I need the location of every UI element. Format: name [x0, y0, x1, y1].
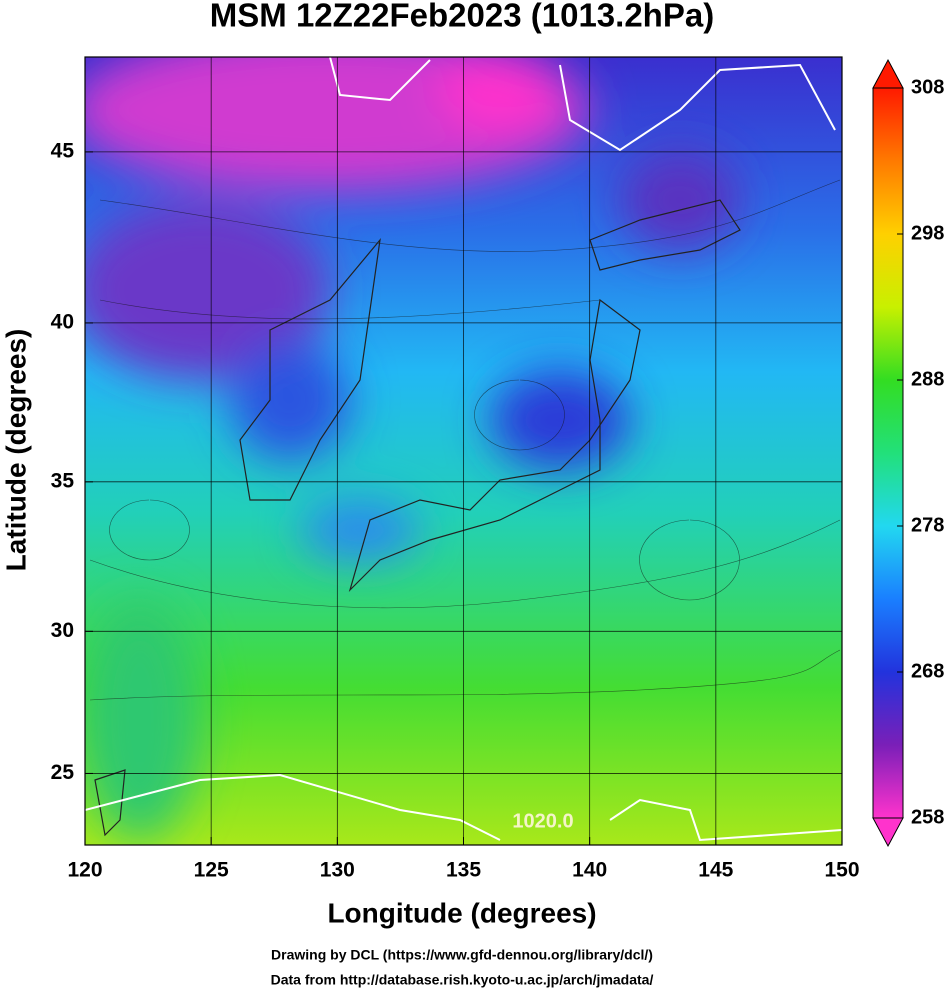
y-tick-label: 30: [51, 619, 74, 642]
x-axis-title: Longitude (degrees): [327, 897, 596, 928]
chart-title: MSM 12Z22Feb2023 (1013.2hPa): [210, 0, 714, 34]
y-axis-title: Latitude (degrees): [0, 329, 31, 572]
y-tick-label: 40: [51, 310, 74, 333]
x-tick-label: 120: [67, 859, 102, 882]
x-tick-label: 135: [446, 859, 481, 882]
x-tick-label: 125: [194, 859, 229, 882]
contour-label: 1020.0: [512, 810, 573, 832]
x-tick-label: 140: [572, 859, 607, 882]
footer-line: Drawing by DCL (https://www.gfd-dennou.o…: [271, 947, 653, 963]
colorbar-tick-label: 268: [911, 660, 944, 682]
y-tick-label: 45: [51, 139, 75, 162]
colorbar-tick-label: 308: [911, 76, 944, 98]
colorbar-tick-label: 278: [911, 514, 944, 536]
streamlines: [89, 179, 841, 701]
x-tick-label: 145: [698, 859, 733, 882]
x-tick-label: 130: [320, 859, 355, 882]
colorbar-tick-label: 258: [911, 806, 944, 828]
footer-line: Data from http://database.rish.kyoto-u.a…: [271, 972, 654, 988]
y-tick-label: 35: [51, 469, 75, 492]
x-tick-label: 150: [824, 859, 859, 882]
colorbar-extension: [872, 58, 904, 89]
colorbar-extension: [872, 817, 904, 848]
colorbar: [872, 87, 904, 819]
colorbar-tick-label: 298: [911, 222, 944, 244]
colorbar-tick-label: 288: [911, 368, 944, 390]
contours: [85, 57, 842, 842]
y-tick-label: 25: [51, 761, 75, 784]
